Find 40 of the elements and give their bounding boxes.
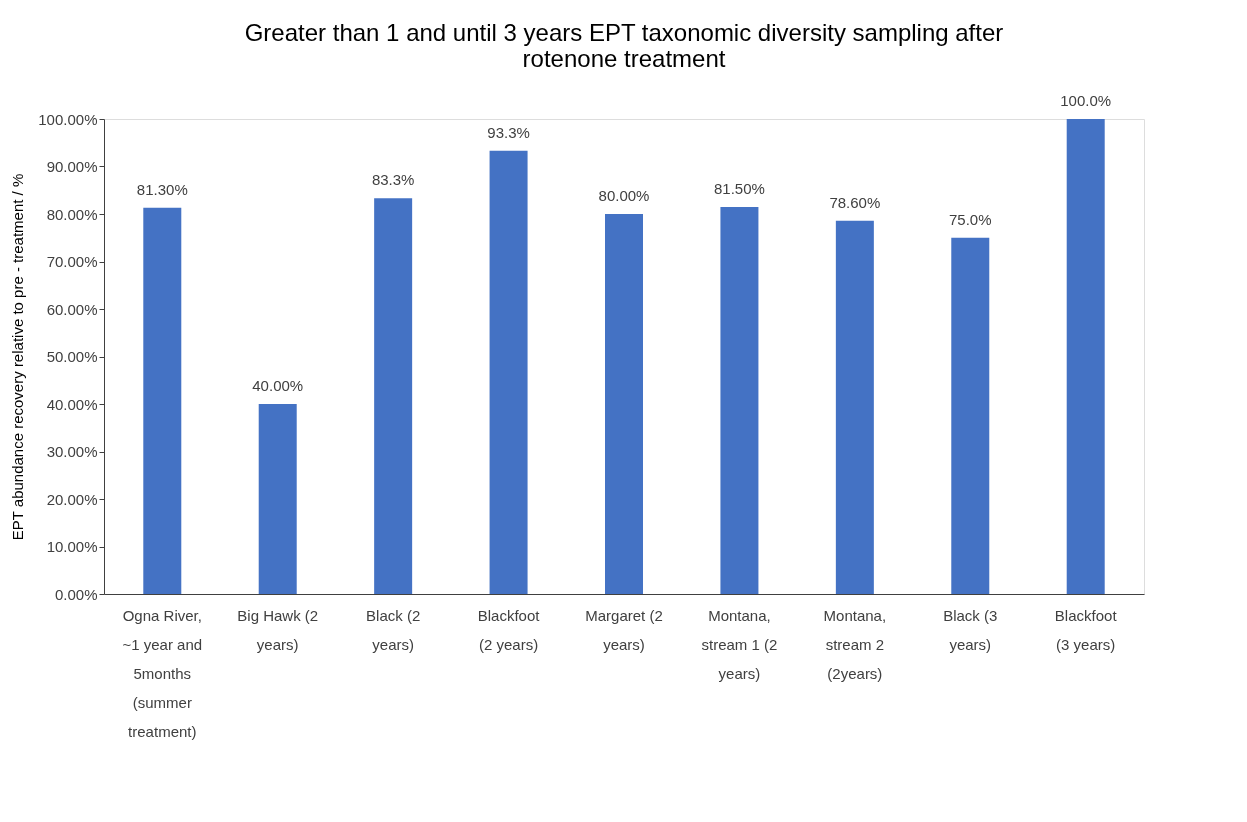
x-tick-label: Ogna River, ~1 year and 5months (summer treatment) (122, 606, 203, 740)
bar (605, 214, 643, 594)
x-tick-label: Black (3 years) (943, 606, 998, 653)
x-tick-label: Blackfoot (2 years) (477, 606, 541, 653)
x-tick-label: Montana, stream 2 (2years) (823, 606, 887, 682)
x-tick-label: Black (2 years) (366, 606, 421, 653)
bar (143, 207, 182, 594)
y-tick-label: 30.00% (46, 443, 98, 460)
y-tick-label: 70.00% (46, 253, 98, 270)
data-label: 40.00% (252, 377, 304, 394)
bar (720, 206, 759, 594)
x-tick-label: Margaret (2 years) (585, 606, 663, 653)
bar (835, 220, 874, 594)
x-tick-label: Big Hawk (2 years) (237, 606, 319, 653)
bar (1066, 119, 1105, 594)
data-label: 93.3% (487, 123, 530, 141)
y-tick-label: 40.00% (46, 395, 98, 413)
data-label: 83.3% (371, 171, 415, 189)
y-tick-label: 50.00% (46, 348, 98, 365)
x-tick-label: Blackfoot (3 years) (1054, 606, 1118, 653)
data-label: 81.30% (136, 180, 188, 198)
data-label: 80.00% (598, 187, 650, 204)
chart-title: Greater than 1 and until 3 years EPT taxonomic diversity sampling after rotenone treatment (244, 19, 1004, 72)
data-label: 75.0% (949, 210, 992, 228)
data-label: 78.60% (829, 193, 881, 211)
y-tick-label: 60.00% (46, 300, 98, 318)
bar (951, 237, 990, 594)
data-label: 100.0% (1060, 92, 1112, 109)
y-axis-title: EPT abundance recovery relative to pre - treatment / % (9, 173, 27, 541)
bar (374, 198, 413, 594)
y-tick-label: 0.00% (54, 585, 98, 603)
y-tick-label: 90.00% (46, 158, 98, 175)
x-tick-label: Montana, stream 1 (2 years) (701, 606, 778, 682)
data-label: 81.50% (713, 179, 765, 197)
bar (258, 404, 297, 594)
y-tick-label: 20.00% (46, 490, 98, 508)
y-tick-label: 80.00% (46, 205, 98, 223)
y-tick-label: 100.00% (38, 110, 98, 128)
bar (489, 150, 528, 594)
y-tick-label: 10.00% (46, 538, 98, 555)
